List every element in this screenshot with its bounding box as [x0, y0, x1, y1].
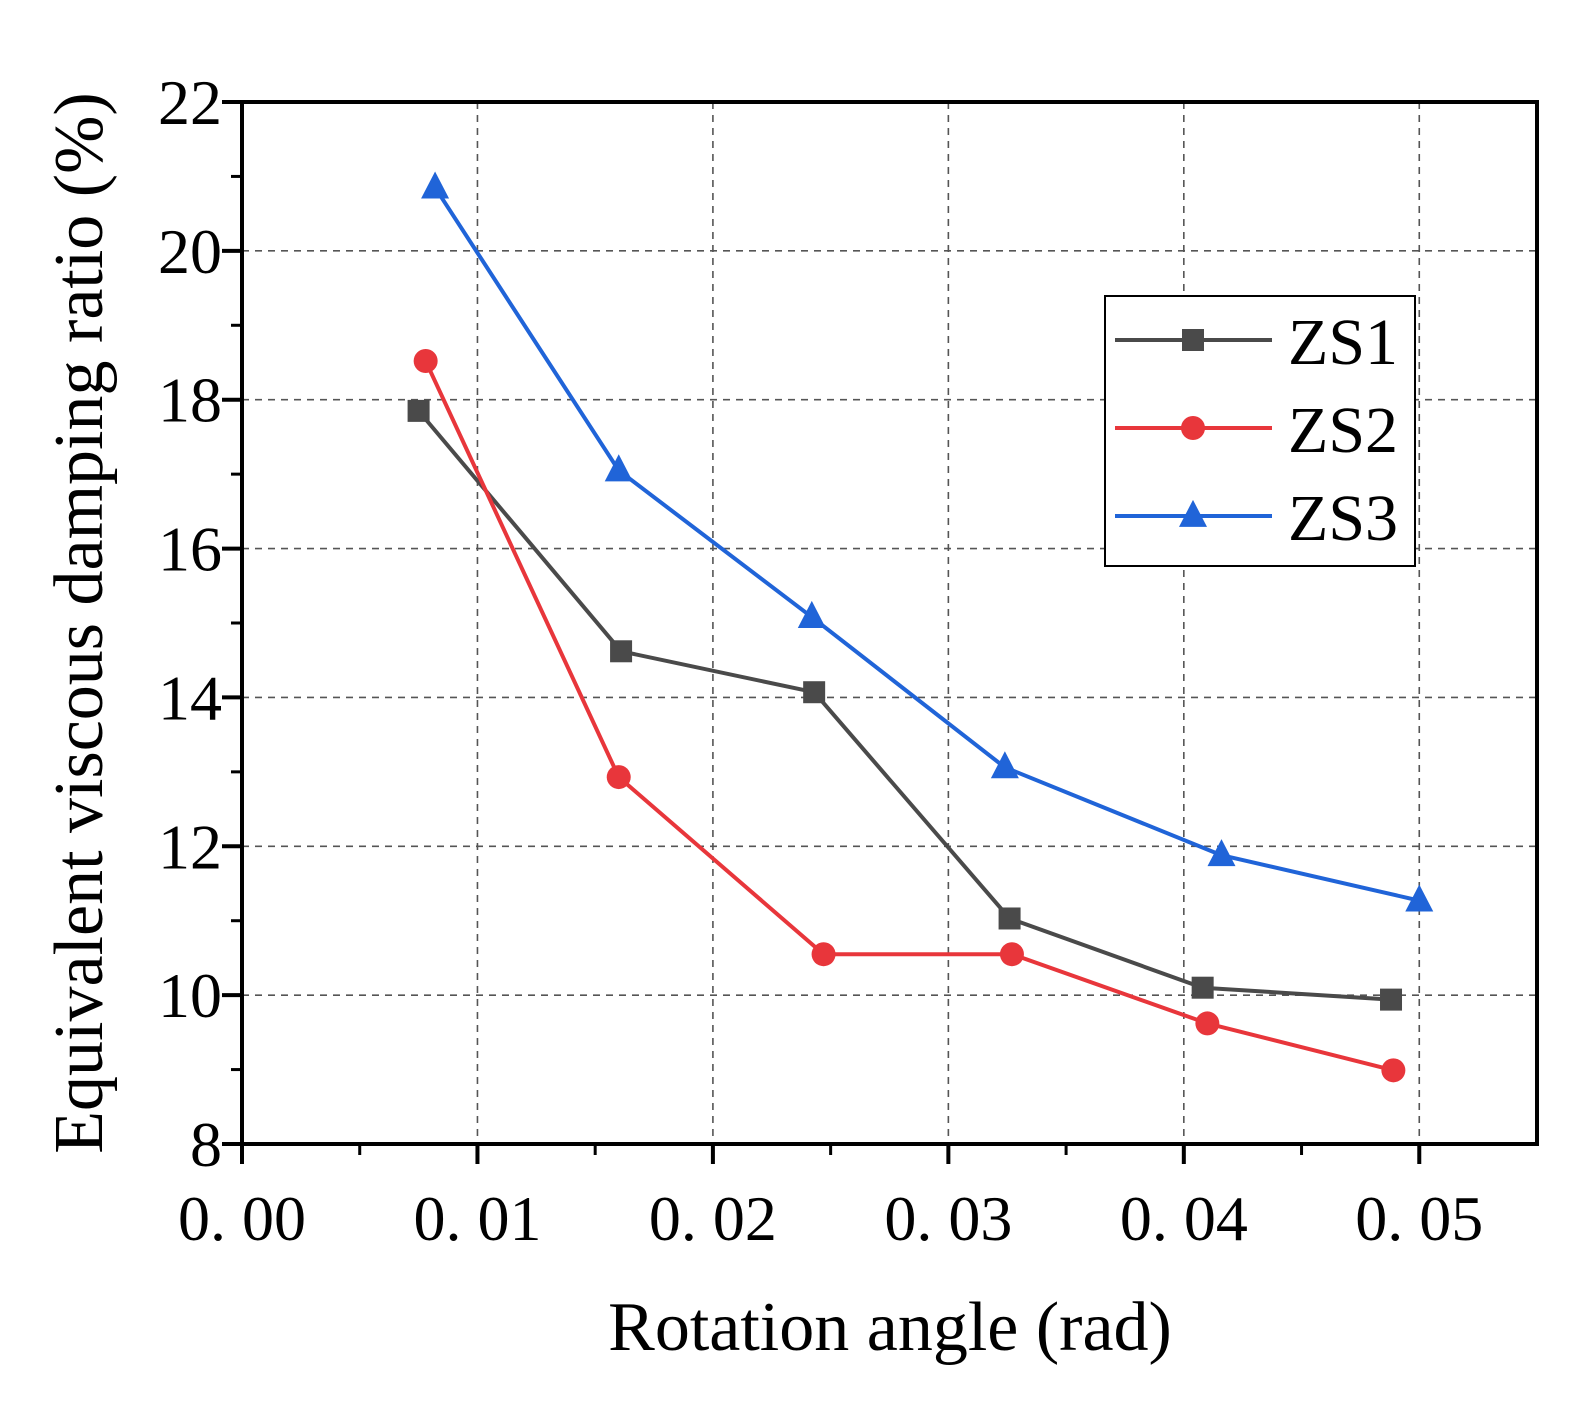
y-tick-label: 22	[158, 67, 222, 138]
series-line-zs2	[423, 360, 1394, 1073]
data-point-zs1	[1380, 988, 1403, 1011]
plot-series	[407, 171, 1434, 1083]
legend: ZS1 ZS2 ZS3	[1104, 295, 1416, 567]
legend-label-zs3: ZS3	[1288, 482, 1398, 555]
x-tick-label: 0. 02	[649, 1183, 777, 1254]
x-tick-label: 0. 03	[884, 1183, 1012, 1254]
legend-marker-zs1	[1182, 329, 1204, 351]
x-tick-label: 0. 04	[1120, 1183, 1248, 1254]
legend-items: ZS1 ZS2 ZS3	[1115, 306, 1398, 555]
legend-marker-zs2	[1181, 416, 1205, 440]
plot-frame	[240, 100, 1539, 1146]
data-point-zs2	[999, 942, 1024, 967]
series-zs3	[421, 171, 1434, 912]
y-tick-label: 14	[158, 662, 222, 733]
y-tick-label: 18	[158, 365, 222, 436]
legend-item-zs3: ZS3	[1115, 482, 1398, 555]
data-point-zs2	[1381, 1058, 1406, 1083]
data-point-zs1	[610, 640, 633, 663]
data-point-zs1	[998, 907, 1021, 930]
series-line-zs1	[417, 409, 1392, 1002]
data-point-zs2	[606, 765, 631, 790]
y-tick-label: 16	[158, 514, 222, 585]
axes: 0. 00 0. 01 0. 02 0. 03 0. 04 0. 05 8 10 12 14 16 1…	[158, 67, 1483, 1254]
series-zs1	[407, 399, 1403, 1011]
legend-label-zs1: ZS1	[1288, 306, 1398, 379]
x-tick-label: 0. 01	[413, 1183, 541, 1254]
y-tick-label: 8	[190, 1109, 222, 1180]
data-point-zs1	[1191, 976, 1214, 999]
x-tick-label: 0. 00	[178, 1183, 306, 1254]
x-tick-label: 0. 05	[1355, 1183, 1483, 1254]
grid-lines	[242, 102, 1537, 1144]
data-point-zs3	[1405, 884, 1434, 912]
y-axis-title: Equivalent viscous damping ratio (%)	[41, 92, 118, 1153]
data-point-zs3	[1207, 839, 1236, 867]
data-point-zs2	[1195, 1011, 1220, 1036]
data-point-zs2	[413, 349, 438, 374]
data-point-zs3	[604, 454, 633, 482]
data-point-zs3	[421, 171, 450, 199]
legend-item-zs2: ZS2	[1115, 394, 1398, 467]
series-zs2	[413, 349, 1406, 1083]
legend-item-zs1: ZS1	[1115, 306, 1398, 379]
legend-label-zs2: ZS2	[1288, 394, 1398, 467]
y-tick-label: 12	[158, 811, 222, 882]
data-point-zs2	[811, 942, 836, 967]
y-tick-label: 10	[158, 960, 222, 1031]
legend-marker-zs3	[1179, 499, 1207, 527]
series-line-zs3	[433, 186, 1420, 903]
x-axis-title: Rotation angle (rad)	[608, 1289, 1172, 1366]
data-point-zs3	[990, 751, 1019, 779]
data-point-zs3	[797, 600, 826, 628]
data-point-zs1	[407, 399, 430, 422]
y-tick-label: 20	[158, 216, 222, 287]
data-point-zs1	[803, 681, 826, 704]
